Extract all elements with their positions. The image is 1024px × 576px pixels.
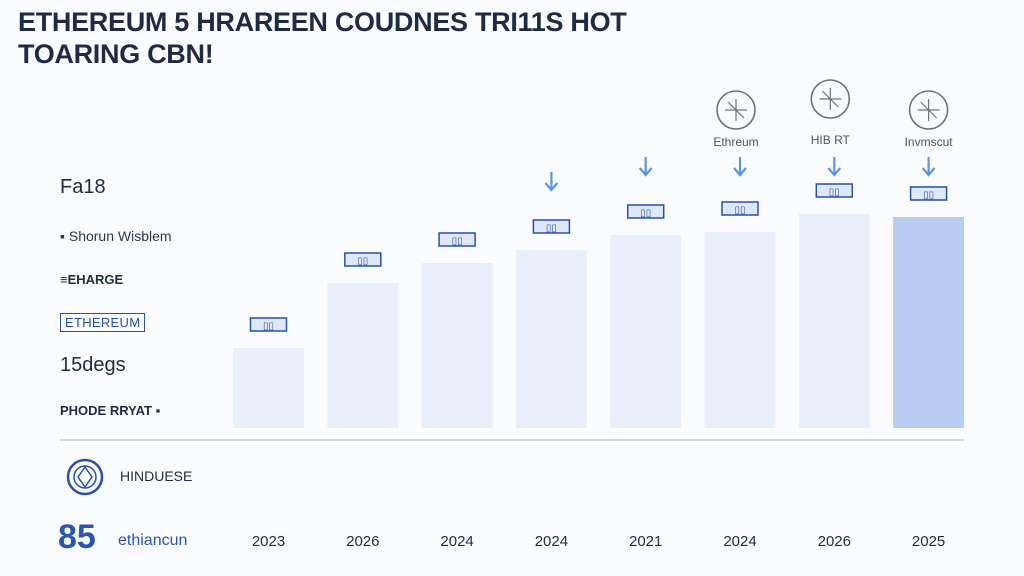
- side-label-item3: ETHEREUM: [60, 313, 146, 332]
- bar-1: [327, 283, 399, 428]
- x-tick-label-5: 2024: [723, 533, 756, 550]
- down-arrow-icon-6: [827, 167, 842, 177]
- bar-badge-1: [344, 252, 382, 267]
- bar-badge-text-3: ▯▯: [546, 223, 557, 234]
- down-arrow-icon-5: [733, 167, 747, 177]
- bar-7: [893, 217, 965, 428]
- x-tick-label-3: 2024: [535, 533, 568, 550]
- bar-badge-4: [626, 204, 665, 219]
- bar-badge-text-1: ▯▯: [357, 256, 368, 267]
- side-label-item4: 15degs: [60, 354, 126, 376]
- side-label-item1: ▪ Shorun Wisblem: [60, 228, 172, 244]
- chart-title: ETHEREUM 5 HRAREEN COUDNES TRI11S HOT TO…: [18, 6, 627, 70]
- bar-badge-text-2: ▯▯: [452, 236, 463, 247]
- coin-icon-detail: [725, 99, 747, 121]
- title-line-2: TOARING CBN!: [18, 39, 214, 69]
- bar-badge-2: [438, 232, 476, 247]
- title-line-1: ETHEREUM 5 HRAREEN COUDNES TRI11S HOT: [18, 7, 627, 37]
- side-label-item5: PHODE RRYAT ▪: [60, 403, 161, 418]
- side-label-item5-text: PHODE RRYAT: [60, 403, 152, 418]
- bar-badge-text-6: ▯▯: [829, 187, 840, 198]
- side-label-top: Fa18: [60, 176, 106, 198]
- x-tick-label-6: 2026: [818, 533, 851, 550]
- bar-3: [515, 250, 587, 428]
- down-arrow-icon-3: [544, 182, 559, 192]
- footer-label: HINDUESE: [120, 468, 193, 484]
- x-tick-label-1: 2026: [346, 533, 379, 550]
- footer-number: 85: [58, 518, 96, 556]
- x-tick-label-4: 2021: [629, 533, 662, 550]
- bar-badge-text-5: ▯▯: [734, 205, 745, 216]
- side-label-item2-text: EHARGE: [67, 272, 124, 287]
- top-icon-label-0: Ethreum: [713, 135, 758, 149]
- globe-icon: [810, 79, 851, 119]
- bar-badge-3: [532, 219, 571, 234]
- down-arrow-icon-7: [921, 167, 936, 177]
- x-tick-label-2: 2024: [440, 533, 473, 550]
- bar-badge-text-4: ▯▯: [640, 208, 651, 219]
- x-tick-label-0: 2023: [252, 533, 285, 550]
- x-tick-label-7: 2025: [912, 533, 945, 550]
- bar-4: [610, 235, 682, 428]
- top-icon-label-1: HIB RT: [811, 133, 851, 147]
- bar-0: [233, 348, 304, 428]
- bar-6: [798, 214, 870, 428]
- coin-icon: [716, 90, 756, 130]
- down-arrow-icon-4: [638, 167, 653, 177]
- bar-badge-6: [815, 183, 854, 198]
- bar-5: [704, 232, 776, 428]
- top-icon-label-2: Invmscut: [905, 135, 954, 149]
- bar-badge-text-7: ▯▯: [923, 190, 934, 201]
- bar-2: [421, 263, 493, 428]
- globe-icon-detail: [819, 88, 842, 110]
- side-label-item1-text: Shorun Wisblem: [68, 228, 172, 244]
- ethereum-coin-icon: [66, 458, 104, 496]
- side-label-item2: ≡EHARGE: [60, 272, 124, 287]
- footer-word: ethiancun: [118, 532, 188, 549]
- wallet-icon: [908, 90, 949, 130]
- bar-badge-text-0: ▯▯: [263, 321, 274, 332]
- bar-badge-7: [909, 186, 948, 201]
- bar-badge-0: [249, 317, 288, 332]
- bar-badge-5: [721, 201, 759, 216]
- wallet-icon-detail: [917, 99, 940, 121]
